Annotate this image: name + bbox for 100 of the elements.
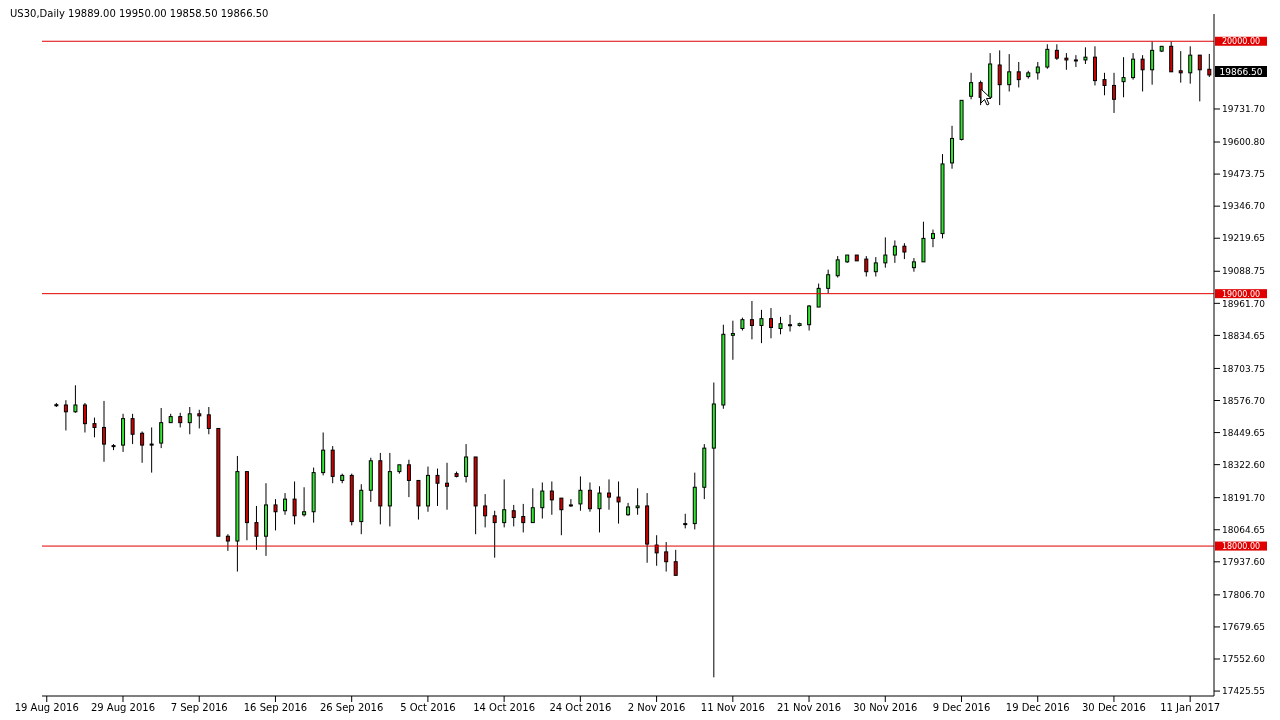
y-tick-label: 18449.65 xyxy=(1222,427,1265,438)
y-tick-label: 18064.65 xyxy=(1222,524,1265,535)
candlestick xyxy=(63,399,68,431)
candlestick xyxy=(283,492,288,516)
candlestick xyxy=(673,549,678,576)
candlestick xyxy=(406,459,411,498)
ref-line-label: 20000.00 xyxy=(1221,37,1261,47)
candlestick xyxy=(921,221,926,263)
y-tick-label: 19731.70 xyxy=(1222,104,1266,115)
candlestick xyxy=(292,480,297,525)
candlestick xyxy=(1121,56,1126,98)
candlestick xyxy=(930,229,935,248)
candlestick xyxy=(816,283,821,308)
candlestick xyxy=(92,417,97,438)
candlestick xyxy=(521,503,526,533)
x-tick-label: 11 Nov 2016 xyxy=(700,702,765,714)
candlestick xyxy=(187,406,192,435)
candlestick xyxy=(225,533,230,552)
candlestick xyxy=(587,481,592,513)
x-tick-label: 24 Oct 2016 xyxy=(549,702,612,714)
x-tick-label: 16 Sep 2016 xyxy=(243,702,308,714)
candlestick xyxy=(511,504,516,527)
candlestick xyxy=(140,430,145,464)
candlestick xyxy=(864,255,869,277)
y-tick-label: 18322.60 xyxy=(1222,459,1266,470)
candlestick xyxy=(1150,41,1155,86)
candlestick xyxy=(1102,72,1107,96)
text: 19866.50 xyxy=(1219,66,1263,77)
candlestick xyxy=(578,475,583,512)
candlestick xyxy=(969,72,974,100)
y-tick-label: 17679.65 xyxy=(1222,622,1265,633)
y-tick-label: 18961.70 xyxy=(1222,298,1266,309)
candlestick xyxy=(759,309,764,344)
y-tick-label: 19219.65 xyxy=(1222,233,1265,244)
candlestick xyxy=(568,498,573,508)
candlestick xyxy=(273,498,278,531)
candlestick xyxy=(1178,50,1183,84)
candlestick xyxy=(130,413,135,445)
x-tick-label: 5 Oct 2016 xyxy=(400,702,456,714)
candlestick xyxy=(749,300,754,340)
y-tick-label: 19600.80 xyxy=(1222,137,1266,148)
y-tick-label: 18703.75 xyxy=(1222,363,1265,374)
candlestick xyxy=(464,443,469,483)
y-tick-label: 18191.70 xyxy=(1222,492,1266,503)
candlestick xyxy=(549,480,554,516)
candlestick xyxy=(1112,72,1117,114)
candlestick xyxy=(835,255,840,279)
y-tick-label: 19473.75 xyxy=(1222,169,1265,180)
candlestick xyxy=(102,400,107,463)
y-tick-label: 18576.70 xyxy=(1222,395,1266,406)
candlestick xyxy=(1016,61,1021,88)
candlestick xyxy=(1140,54,1145,92)
candlestick xyxy=(492,510,497,559)
candlestick xyxy=(997,49,1002,106)
candlestick xyxy=(302,486,307,518)
candlestick xyxy=(1188,45,1193,85)
candlestick xyxy=(73,384,78,414)
ref-line-label: 18000.00 xyxy=(1221,542,1261,552)
candlestick xyxy=(1197,54,1202,102)
candlestick xyxy=(254,505,259,551)
y-tick-label: 19088.75 xyxy=(1222,266,1265,277)
candlestick xyxy=(321,431,326,476)
candlestick xyxy=(483,493,488,528)
y-tick-label: 19346.70 xyxy=(1222,201,1266,212)
x-tick-label: 19 Dec 2016 xyxy=(1005,702,1070,714)
ref-line-label: 19000.00 xyxy=(1221,289,1261,299)
candlestick xyxy=(559,497,564,536)
x-tick-label: 11 Jan 2017 xyxy=(1160,702,1221,714)
candlestick xyxy=(664,541,669,573)
candlestick xyxy=(826,269,831,294)
candlestick xyxy=(1131,52,1136,81)
candlestick xyxy=(1007,53,1012,92)
x-tick-label: 19 Aug 2016 xyxy=(14,702,79,714)
candlestick xyxy=(892,239,897,264)
candlestick xyxy=(607,478,612,511)
candlestick xyxy=(82,402,87,433)
x-tick-label: 30 Dec 2016 xyxy=(1082,702,1146,714)
candlestick xyxy=(1092,45,1097,86)
candlestick xyxy=(788,314,793,333)
x-tick-label: 26 Sep 2016 xyxy=(319,702,384,714)
y-tick-label: 18834.65 xyxy=(1222,330,1265,341)
x-tick-label: 9 Dec 2016 xyxy=(932,702,991,714)
candlestick xyxy=(197,409,202,429)
x-tick-label: 29 Aug 2016 xyxy=(90,702,156,714)
chart-title: US30,Daily 19889.00 19950.00 19858.50 19866.50 xyxy=(10,8,269,19)
candlestick xyxy=(635,487,640,516)
x-tick-label: 21 Nov 2016 xyxy=(777,702,842,714)
x-tick-label: 30 Nov 2016 xyxy=(853,702,918,714)
y-tick-label: 17425.55 xyxy=(1222,686,1265,697)
x-tick-label: 2 Nov 2016 xyxy=(627,702,686,714)
y-tick-label: 17552.60 xyxy=(1222,654,1266,665)
candlestick xyxy=(1045,43,1050,70)
candlestick xyxy=(807,304,812,332)
x-tick-label: 14 Oct 2016 xyxy=(473,702,536,714)
y-tick-label: 17937.60 xyxy=(1222,557,1266,568)
candlestick xyxy=(873,256,878,277)
candlestick xyxy=(1073,54,1078,68)
candlestick xyxy=(616,480,621,525)
candlestick xyxy=(883,236,888,269)
candlestick xyxy=(159,407,164,449)
